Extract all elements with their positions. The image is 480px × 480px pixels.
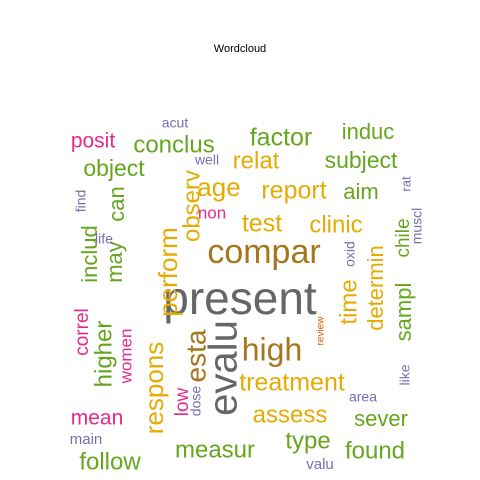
word-esta: esta — [180, 329, 211, 382]
word-type: type — [285, 427, 330, 454]
word-report: report — [261, 177, 326, 205]
word-compar: compar — [207, 233, 320, 271]
word-observ: observ — [178, 170, 205, 242]
word-treatment: treatment — [239, 369, 345, 397]
word-includ: includ — [77, 225, 102, 282]
word-well: well — [194, 152, 219, 168]
word-acut: acut — [162, 115, 189, 131]
word-age: age — [197, 172, 240, 202]
word-higher: higher — [90, 321, 117, 388]
word-conclus: conclus — [133, 131, 214, 158]
word-aim: aim — [343, 179, 378, 204]
word-find: find — [73, 190, 89, 213]
word-can: can — [104, 186, 129, 221]
word-oxid: oxid — [342, 241, 358, 267]
word-test: test — [242, 210, 282, 238]
word-determin: determin — [363, 245, 388, 331]
word-object: object — [83, 155, 145, 181]
word-present: present — [163, 272, 317, 324]
word-found: found — [345, 437, 405, 464]
word-sever: sever — [354, 406, 408, 431]
word-women: women — [116, 329, 135, 385]
word-correl: correl — [72, 308, 93, 356]
word-factor: factor — [250, 124, 313, 152]
word-review: review — [316, 316, 327, 346]
word-main: main — [70, 431, 103, 448]
word-sampl: sampl — [391, 283, 416, 342]
word-subject: subject — [325, 147, 398, 173]
word-induc: induc — [342, 119, 395, 144]
word-time: time — [335, 279, 362, 324]
word-like: like — [397, 364, 413, 385]
word-area: area — [349, 389, 377, 405]
word-mean: mean — [71, 407, 124, 430]
word-respons: respons — [139, 342, 169, 435]
word-valu: valu — [306, 456, 334, 473]
word-rat: rat — [398, 176, 413, 192]
word-muscl: muscl — [409, 208, 425, 245]
word-chile: chile — [393, 218, 414, 257]
word-measur: measur — [175, 436, 255, 463]
word-evalu: evalu — [202, 320, 246, 416]
word-high: high — [242, 331, 303, 367]
word-may: may — [102, 241, 127, 283]
word-dose: dose — [188, 386, 204, 417]
chart-title: Wordcloud — [214, 43, 266, 55]
word-follow: follow — [79, 448, 141, 475]
word-assess: assess — [253, 401, 328, 428]
word-life: life — [95, 231, 113, 247]
word-posit: posit — [71, 130, 116, 153]
word-perform: perform — [153, 227, 183, 317]
word-relat: relat — [233, 147, 280, 174]
word-non: non — [198, 203, 226, 222]
word-clinic: clinic — [309, 211, 362, 238]
word-low: low — [172, 387, 193, 416]
